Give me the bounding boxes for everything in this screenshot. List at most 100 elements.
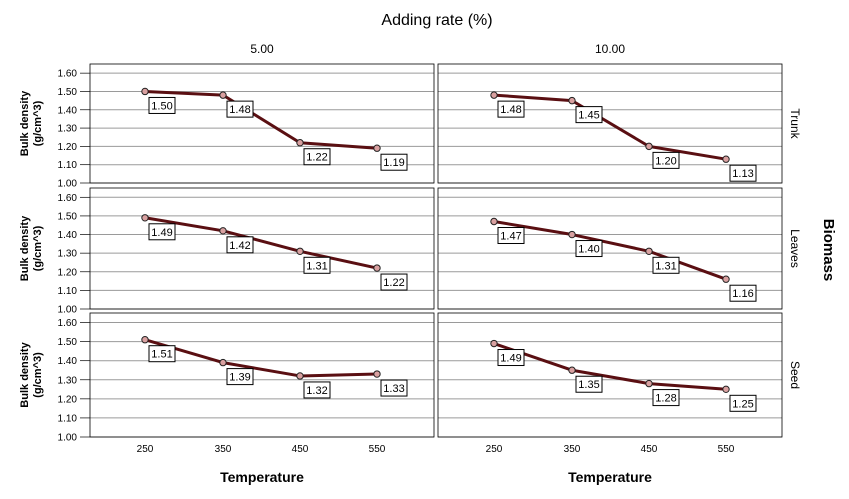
data-label: 1.45: [578, 110, 599, 122]
y-tick-label: 1.20: [58, 142, 78, 153]
data-point: [722, 275, 730, 283]
y-tick-label: 1.00: [58, 433, 78, 444]
data-point: [219, 227, 227, 235]
data-label: 1.13: [732, 168, 753, 180]
data-label-box: [497, 100, 525, 118]
x-tick-label: 450: [292, 444, 309, 455]
data-point: [645, 247, 653, 255]
y-axis-label-unit: (g/cm^3): [32, 225, 44, 271]
data-label-box: [380, 379, 408, 397]
y-tick-label: 1.40: [58, 230, 78, 241]
data-label: 1.48: [500, 104, 521, 116]
data-label-box: [652, 389, 680, 407]
y-tick-label: 1.10: [58, 286, 78, 297]
data-point: [296, 247, 304, 255]
panel-frame: [89, 187, 435, 310]
x-tick-label: 350: [564, 444, 581, 455]
data-label: 1.51: [151, 349, 172, 361]
data-label-box: [575, 375, 603, 393]
panel-frame: [437, 312, 783, 438]
data-label: 1.25: [732, 398, 753, 410]
y-tick-label: 1.60: [58, 318, 78, 329]
data-label: 1.49: [151, 227, 172, 239]
data-point: [141, 214, 149, 222]
y-tick-label: 1.60: [58, 69, 78, 80]
data-label: 1.20: [655, 155, 676, 167]
data-point: [490, 339, 498, 348]
y-tick-label: 1.10: [58, 160, 78, 171]
y-tick-label: 1.40: [58, 105, 78, 116]
data-label: 1.39: [229, 372, 250, 384]
data-label: 1.33: [383, 383, 404, 395]
series-line: [493, 342, 727, 391]
data-label-box: [652, 151, 680, 169]
data-point: [373, 144, 381, 152]
data-label-box: [729, 284, 757, 302]
data-point: [645, 379, 653, 388]
data-point: [490, 91, 498, 99]
data-label: 1.32: [306, 385, 327, 397]
data-label-box: [729, 164, 757, 182]
y-tick-label: 1.50: [58, 337, 78, 348]
row-facet-header: Seed: [788, 361, 802, 389]
data-label-box: [226, 236, 254, 254]
data-label-box: [380, 273, 408, 291]
data-label: 1.16: [732, 288, 753, 300]
row-facet-header: Leaves: [788, 229, 802, 268]
y-tick-label: 1.60: [58, 193, 78, 204]
data-point: [568, 366, 576, 374]
data-label: 1.49: [500, 353, 521, 365]
data-label-box: [729, 394, 757, 412]
x-tick-label: 250: [137, 444, 154, 455]
series-line: [144, 338, 378, 378]
data-label: 1.42: [229, 240, 250, 252]
data-label: 1.48: [229, 104, 250, 116]
x-tick-label: 550: [369, 444, 386, 455]
data-point: [296, 372, 304, 380]
y-tick-label: 1.50: [58, 87, 78, 98]
y-tick-label: 1.10: [58, 413, 78, 424]
y-tick-label: 1.00: [58, 179, 78, 190]
series-line: [493, 93, 727, 161]
data-label: 1.22: [306, 152, 327, 164]
y-tick-label: 1.40: [58, 356, 78, 367]
data-label: 1.50: [151, 100, 172, 112]
data-point: [722, 385, 730, 394]
data-label-box: [148, 345, 176, 363]
column-facet-header: 5.00: [250, 42, 274, 56]
data-label: 1.22: [383, 277, 404, 289]
data-label-box: [575, 240, 603, 258]
row-facet-label: Biomass: [820, 219, 837, 282]
data-point: [568, 230, 576, 239]
panel-frame: [89, 63, 435, 184]
data-point: [490, 217, 498, 226]
y-tick-label: 1.20: [58, 394, 78, 405]
data-point: [141, 336, 149, 344]
data-label-box: [575, 106, 603, 124]
data-label-box: [497, 349, 525, 367]
series-line: [144, 216, 378, 270]
data-label: 1.31: [306, 260, 327, 272]
data-label-box: [226, 368, 254, 386]
y-axis-label: Bulk density: [19, 341, 31, 407]
y-tick-label: 1.20: [58, 267, 78, 278]
data-label-box: [380, 153, 408, 171]
data-label-box: [497, 227, 525, 245]
data-point: [373, 370, 381, 378]
x-tick-label: 550: [718, 444, 735, 455]
column-facet-header: 10.00: [595, 42, 625, 56]
data-point: [373, 264, 381, 272]
data-label-box: [148, 223, 176, 241]
row-facet-header: Trunk: [788, 108, 802, 139]
data-label: 1.35: [578, 379, 599, 391]
data-point: [296, 139, 304, 147]
data-label-box: [148, 96, 176, 114]
y-axis-label-unit: (g/cm^3): [32, 352, 44, 398]
series-line: [144, 89, 378, 150]
data-point: [722, 155, 730, 163]
data-label: 1.28: [655, 393, 676, 405]
data-label: 1.47: [500, 231, 521, 243]
panel-frame: [437, 187, 783, 310]
data-point: [141, 87, 149, 96]
